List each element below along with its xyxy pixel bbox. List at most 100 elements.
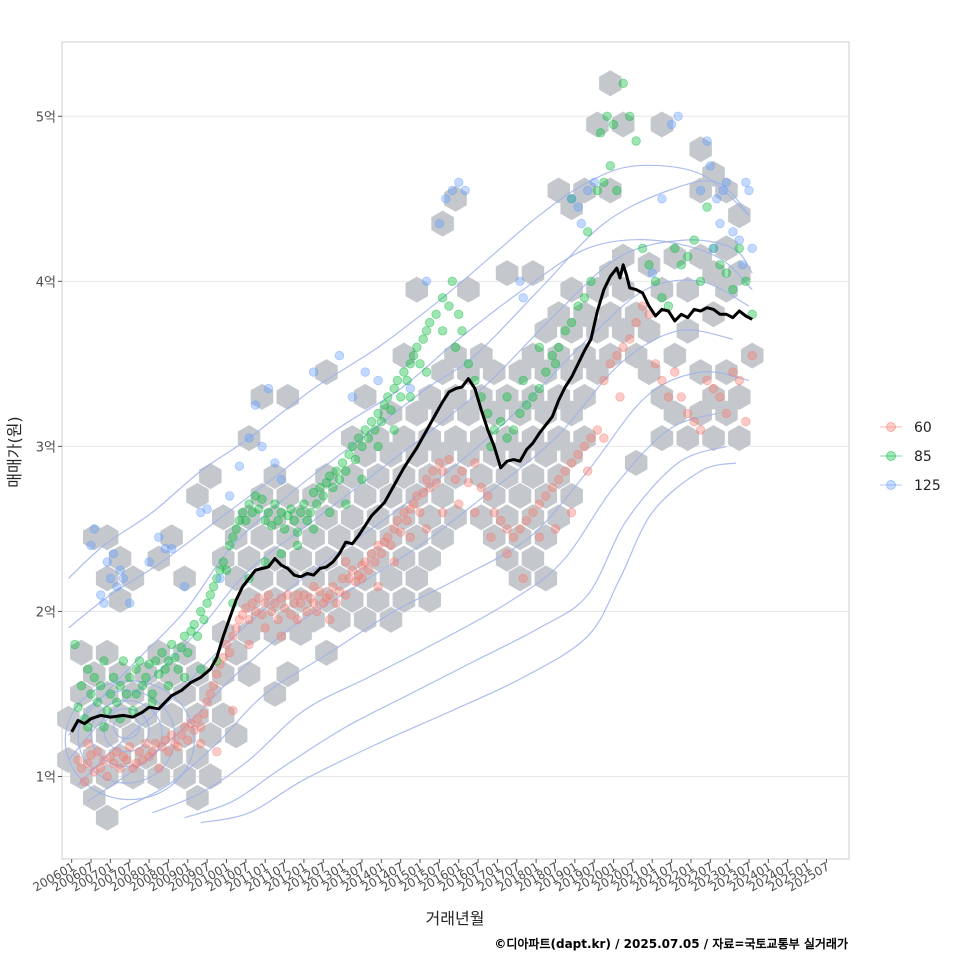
hexbin-cell <box>108 545 132 572</box>
scatter-point-60 <box>389 524 399 534</box>
scatter-point-85 <box>112 697 122 707</box>
hexbin-cell <box>418 586 441 613</box>
scatter-point-60 <box>521 515 532 526</box>
hexbin-cell <box>612 243 635 270</box>
hexbin-cell <box>121 565 145 592</box>
scatter-point-60 <box>354 570 364 580</box>
scatter-point-60 <box>186 719 196 729</box>
hexbin-cell <box>431 482 454 509</box>
hexbin-cell <box>534 317 558 344</box>
hexbin-cell <box>95 763 119 790</box>
scatter-point-85 <box>373 408 383 419</box>
scatter-point-85 <box>325 507 335 518</box>
hexbin-cell <box>224 639 248 666</box>
hexbin-cell <box>147 545 170 572</box>
hexbin-cell <box>612 111 635 138</box>
hexbin-cell <box>392 463 416 490</box>
hexbin-cell <box>586 359 609 386</box>
scatter-point-60 <box>302 606 312 617</box>
hexbin-cell <box>444 425 467 452</box>
scatter-point-85 <box>366 416 377 427</box>
scatter-point-85 <box>254 504 264 514</box>
legend-item-85: 85 <box>880 449 932 465</box>
scatter-point-60 <box>573 449 583 460</box>
scatter-point-60 <box>695 425 706 435</box>
scatter-point-125 <box>566 194 577 204</box>
scatter-point-60 <box>73 755 83 765</box>
scatter-point-60 <box>450 474 461 485</box>
scatter-point-60 <box>83 758 93 769</box>
scatter-point-85 <box>92 697 103 707</box>
scatter-point-85 <box>502 433 512 443</box>
y-tick-label: 3억 <box>36 440 56 455</box>
scatter-point-60 <box>257 610 267 620</box>
scatter-point-85 <box>179 672 190 683</box>
hexbin-cell <box>95 804 119 831</box>
scatter-point-85 <box>121 689 132 699</box>
scatter-point-60 <box>267 606 277 617</box>
scatter-point-125 <box>573 202 583 212</box>
scatter-point-85 <box>521 400 532 410</box>
scatter-point-60 <box>657 375 667 386</box>
scatter-point-60 <box>357 573 367 584</box>
scatter-point-60 <box>221 639 232 650</box>
hexbin-cell <box>547 463 570 490</box>
scatter-point-85 <box>179 631 190 641</box>
scatter-point-60 <box>218 652 229 663</box>
scatter-point-85 <box>308 524 319 534</box>
scatter-point-60 <box>79 776 90 787</box>
scatter-point-60 <box>625 334 635 344</box>
scatter-point-125 <box>589 177 599 188</box>
scatter-point-85 <box>160 664 170 674</box>
hexbin-cell <box>431 524 454 551</box>
scatter-point-85 <box>163 681 174 691</box>
scatter-point-85 <box>244 499 254 509</box>
scatter-point-125 <box>215 573 225 584</box>
hexbin-cell <box>95 565 119 592</box>
scatter-point-60 <box>163 747 174 757</box>
scatter-point-60 <box>408 499 419 509</box>
scatter-point-125 <box>202 504 212 514</box>
scatter-point-60 <box>405 504 416 514</box>
scatter-point-60 <box>276 631 287 641</box>
scatter-point-85 <box>550 359 561 369</box>
hexbin-cell <box>199 722 222 749</box>
scatter-point-85 <box>276 507 287 518</box>
scatter-point-85 <box>399 367 409 377</box>
hexbin-cell <box>341 463 364 490</box>
scatter-point-85 <box>489 425 499 435</box>
scatter-point-85 <box>592 185 603 196</box>
scatter-point-60 <box>92 747 103 757</box>
hexbin-cell <box>392 425 416 452</box>
scatter-point-125 <box>224 491 235 501</box>
scatter-point-60 <box>347 565 358 575</box>
scatter-point-85 <box>86 689 96 699</box>
hexbin-cell <box>70 722 93 749</box>
hexbin-cell <box>341 425 364 452</box>
scatter-points-layer <box>70 78 757 787</box>
scatter-point-85 <box>402 375 412 386</box>
hexbin-cell <box>250 383 274 410</box>
hexbin-cell <box>521 545 545 572</box>
hexbin-cell <box>663 400 687 427</box>
scatter-point-85 <box>595 128 606 138</box>
density-contour <box>68 239 753 629</box>
scatter-point-60 <box>83 738 93 749</box>
scatter-point-85 <box>237 507 248 518</box>
hexbin-cell <box>83 784 106 811</box>
scatter-point-60 <box>486 532 496 542</box>
scatter-point-85 <box>302 515 312 526</box>
scatter-point-125 <box>115 565 125 575</box>
scatter-point-125 <box>741 177 751 188</box>
hexbin-cell <box>573 383 596 410</box>
scatter-point-85 <box>450 342 461 353</box>
scatter-point-125 <box>447 185 458 196</box>
scatter-point-85 <box>283 511 293 521</box>
scatter-point-60 <box>379 537 390 547</box>
scatter-point-85 <box>389 383 399 394</box>
panel-border <box>61 41 850 860</box>
hexbin-cell <box>495 545 519 572</box>
hexbin-cell <box>160 661 183 688</box>
scatter-point-60 <box>205 689 216 699</box>
scatter-point-60 <box>160 735 170 745</box>
